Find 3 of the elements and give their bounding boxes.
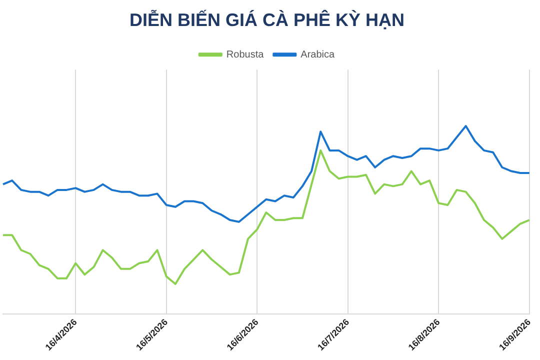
legend-label: Robusta [226, 49, 264, 60]
legend-label: Arabica [300, 49, 336, 60]
chart-title: DIỄN BIẾN GIÁ CÀ PHÊ KỲ HẠN [129, 8, 405, 30]
